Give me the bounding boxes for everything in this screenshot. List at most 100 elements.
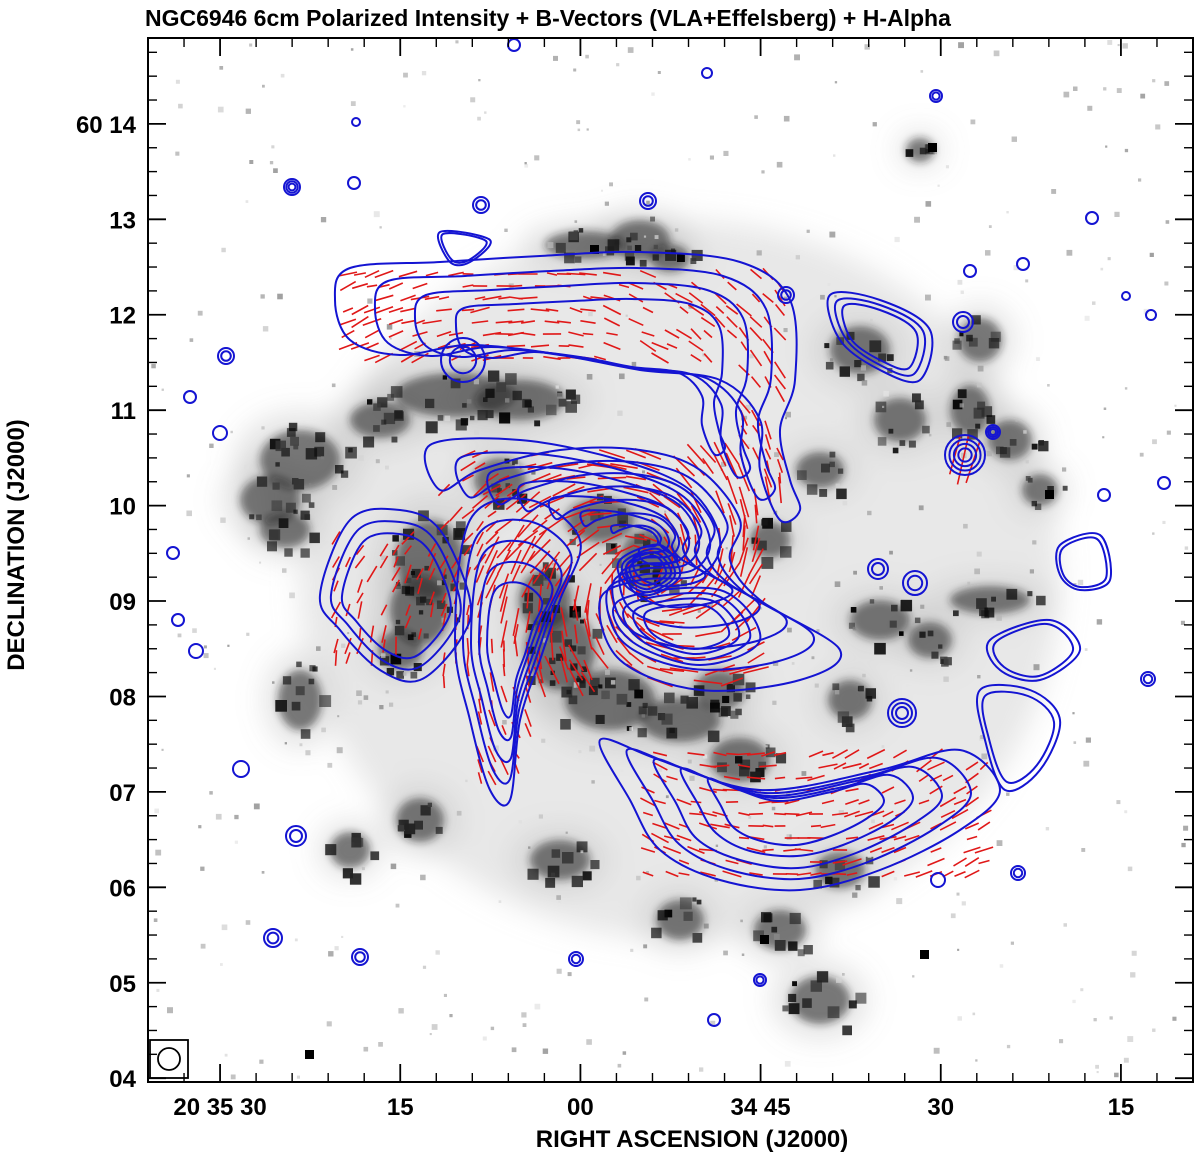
x-tick-label: 15: [1108, 1094, 1135, 1121]
h-alpha-knot: [296, 661, 302, 668]
b-vector: [784, 799, 800, 805]
h-alpha-knot: [630, 232, 638, 241]
h-alpha-star: [760, 935, 769, 944]
b-vector: [614, 545, 634, 555]
h-alpha-knot: [914, 400, 924, 410]
contour-source: [283, 178, 301, 196]
h-alpha-noise: [1164, 281, 1169, 286]
h-alpha-knot: [878, 353, 887, 362]
b-vector: [495, 483, 513, 497]
h-alpha-knot: [442, 375, 447, 380]
b-vector: [573, 599, 579, 621]
b-vector: [722, 589, 742, 607]
h-alpha-knot: [405, 586, 415, 596]
x-tick-label: 30: [927, 1094, 954, 1121]
b-vector: [679, 306, 689, 314]
h-alpha-knot: [1034, 503, 1042, 510]
b-vector: [560, 657, 568, 683]
h-alpha-noise: [894, 236, 900, 243]
b-vector: [700, 303, 716, 317]
h-alpha-noise: [960, 290, 964, 294]
b-vector: [676, 492, 692, 512]
contour: [318, 507, 472, 683]
b-vector: [530, 344, 550, 348]
h-alpha-noise: [1103, 87, 1107, 91]
h-alpha-noise: [524, 162, 527, 165]
h-alpha-knot: [971, 315, 981, 325]
h-alpha-knot: [665, 249, 677, 261]
b-vector: [364, 269, 380, 279]
h-alpha-knot: [512, 459, 518, 465]
h-alpha-noise: [198, 825, 202, 829]
h-alpha-knot: [526, 675, 536, 685]
h-alpha-noise: [1127, 1036, 1134, 1042]
b-vector: [416, 568, 424, 580]
b-vector: [354, 555, 366, 569]
h-alpha-noise: [961, 901, 966, 906]
h-alpha-knot: [857, 373, 865, 382]
h-alpha-knot: [628, 679, 640, 691]
b-vector: [738, 836, 750, 840]
h-alpha-knot: [905, 149, 914, 157]
h-alpha-noise: [557, 392, 564, 399]
h-alpha-noise: [528, 846, 531, 849]
h-alpha-noise: [573, 682, 580, 688]
h-alpha-noise: [373, 211, 380, 218]
h-alpha-knot: [315, 432, 326, 443]
x-tick-label: 00: [567, 1094, 594, 1121]
h-alpha-knot: [567, 575, 575, 583]
contour: [423, 437, 843, 692]
h-alpha-noise: [988, 225, 992, 228]
b-vector: [606, 332, 618, 336]
h-alpha-noise: [833, 154, 836, 157]
h-alpha-noise: [502, 720, 507, 725]
h-alpha-region: [530, 840, 590, 880]
h-alpha-noise: [577, 128, 581, 132]
b-vector: [953, 798, 967, 806]
b-vector: [762, 848, 774, 852]
h-alpha-noise: [555, 385, 559, 389]
h-alpha-noise: [478, 79, 481, 82]
h-alpha-noise: [918, 505, 924, 511]
h-alpha-noise: [933, 150, 937, 155]
b-vector: [795, 811, 813, 817]
h-alpha-knot: [797, 949, 805, 957]
h-alpha-noise: [1152, 439, 1157, 445]
b-vector: [951, 808, 969, 820]
h-alpha-knot: [403, 528, 415, 540]
h-alpha-noise: [567, 972, 572, 977]
contour-source: [952, 442, 978, 468]
h-alpha-noise: [1059, 1039, 1064, 1044]
h-alpha-noise: [378, 1042, 383, 1047]
b-vector: [466, 663, 470, 677]
h-alpha-knot: [1031, 500, 1037, 507]
b-vector: [582, 332, 594, 336]
contour: [706, 777, 886, 847]
h-alpha-knot: [453, 528, 466, 540]
h-alpha-knot: [370, 851, 380, 861]
h-alpha-knot: [975, 423, 981, 429]
contour: [632, 597, 741, 656]
b-vector: [641, 331, 655, 337]
contour-source: [171, 613, 185, 627]
h-alpha-knot: [739, 765, 750, 777]
h-alpha-noise: [864, 44, 870, 50]
h-alpha-knot: [577, 675, 585, 684]
h-alpha-knot: [788, 941, 798, 951]
h-alpha-knot: [569, 231, 578, 241]
b-vector: [764, 434, 772, 450]
h-alpha-noise: [619, 373, 625, 380]
contour: [437, 229, 492, 267]
h-alpha-noise: [842, 500, 848, 506]
h-alpha-noise: [1045, 827, 1050, 831]
h-alpha-noise: [1025, 460, 1029, 464]
contour-source: [753, 973, 767, 987]
h-alpha-knot: [407, 634, 414, 641]
contour: [976, 684, 1062, 793]
h-alpha-knot: [1027, 477, 1033, 483]
h-alpha-knot: [601, 690, 610, 700]
h-alpha-knot: [634, 245, 642, 252]
h-alpha-knot: [607, 239, 620, 251]
h-alpha-noise: [1015, 419, 1018, 422]
b-vector: [868, 822, 884, 830]
